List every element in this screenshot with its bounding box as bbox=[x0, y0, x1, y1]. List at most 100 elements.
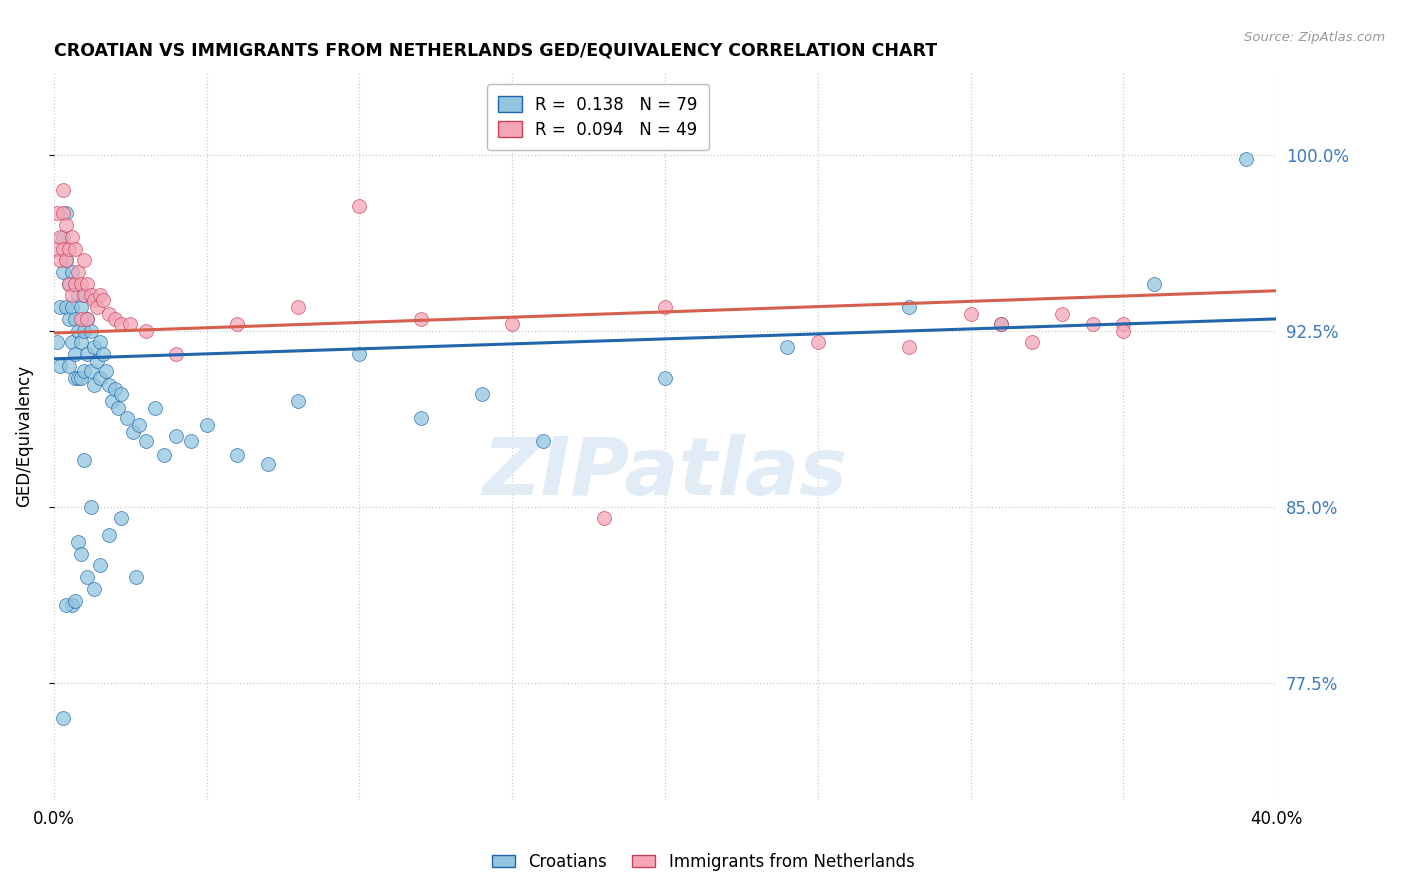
Point bbox=[65, 277, 87, 291]
Point bbox=[592, 511, 614, 525]
Point bbox=[134, 324, 156, 338]
Point bbox=[52, 229, 75, 244]
Point bbox=[79, 324, 101, 338]
Point bbox=[349, 347, 371, 361]
Text: CROATIAN VS IMMIGRANTS FROM NETHERLANDS GED/EQUIVALENCY CORRELATION CHART: CROATIAN VS IMMIGRANTS FROM NETHERLANDS … bbox=[53, 42, 936, 60]
Point bbox=[1081, 317, 1104, 331]
Point bbox=[58, 277, 80, 291]
Point bbox=[76, 277, 98, 291]
Point bbox=[101, 394, 124, 409]
Point bbox=[128, 417, 150, 432]
Point bbox=[471, 387, 494, 401]
Point bbox=[89, 335, 111, 350]
Point bbox=[45, 206, 67, 220]
Point bbox=[180, 434, 202, 448]
Point bbox=[990, 317, 1012, 331]
Legend: R =  0.138   N = 79, R =  0.094   N = 49: R = 0.138 N = 79, R = 0.094 N = 49 bbox=[486, 85, 709, 151]
Point bbox=[1050, 307, 1073, 321]
Point bbox=[79, 363, 101, 377]
Point bbox=[959, 307, 981, 321]
Point bbox=[76, 312, 98, 326]
Point bbox=[165, 429, 187, 443]
Point bbox=[97, 528, 120, 542]
Point bbox=[70, 335, 93, 350]
Point bbox=[654, 370, 676, 384]
Point bbox=[76, 312, 98, 326]
Point bbox=[65, 312, 87, 326]
Point bbox=[1112, 324, 1135, 338]
Point bbox=[67, 288, 90, 302]
Point bbox=[65, 370, 87, 384]
Point bbox=[287, 394, 309, 409]
Point bbox=[107, 401, 129, 416]
Point bbox=[898, 300, 921, 314]
Point bbox=[165, 347, 187, 361]
Point bbox=[55, 253, 77, 268]
Point bbox=[1021, 335, 1043, 350]
Point bbox=[60, 229, 83, 244]
Point bbox=[226, 317, 249, 331]
Point bbox=[1112, 317, 1135, 331]
Point bbox=[79, 500, 101, 514]
Point bbox=[60, 300, 83, 314]
Point bbox=[501, 317, 523, 331]
Point bbox=[70, 370, 93, 384]
Point bbox=[195, 417, 218, 432]
Legend: Croatians, Immigrants from Netherlands: Croatians, Immigrants from Netherlands bbox=[484, 845, 922, 880]
Point bbox=[125, 570, 148, 584]
Point bbox=[60, 288, 83, 302]
Point bbox=[52, 711, 75, 725]
Point bbox=[89, 370, 111, 384]
Point bbox=[83, 377, 105, 392]
Point bbox=[409, 312, 432, 326]
Point bbox=[256, 458, 278, 472]
Point bbox=[349, 199, 371, 213]
Point bbox=[67, 265, 90, 279]
Point bbox=[58, 242, 80, 256]
Point bbox=[94, 363, 117, 377]
Point bbox=[287, 300, 309, 314]
Point bbox=[654, 300, 676, 314]
Point bbox=[89, 288, 111, 302]
Point bbox=[91, 293, 114, 307]
Point bbox=[226, 448, 249, 462]
Point bbox=[52, 183, 75, 197]
Point bbox=[49, 253, 72, 268]
Point bbox=[73, 324, 96, 338]
Point bbox=[110, 511, 132, 525]
Point bbox=[55, 253, 77, 268]
Point bbox=[49, 359, 72, 373]
Point bbox=[52, 206, 75, 220]
Text: Source: ZipAtlas.com: Source: ZipAtlas.com bbox=[1244, 31, 1385, 45]
Point bbox=[67, 535, 90, 549]
Point bbox=[52, 242, 75, 256]
Text: ZIPatlas: ZIPatlas bbox=[482, 434, 848, 512]
Point bbox=[153, 448, 176, 462]
Point bbox=[73, 363, 96, 377]
Point bbox=[73, 288, 96, 302]
Point bbox=[83, 582, 105, 596]
Point bbox=[104, 312, 127, 326]
Point bbox=[122, 425, 145, 439]
Point bbox=[91, 347, 114, 361]
Point bbox=[531, 434, 554, 448]
Point bbox=[76, 570, 98, 584]
Point bbox=[97, 307, 120, 321]
Point bbox=[83, 293, 105, 307]
Point bbox=[110, 387, 132, 401]
Point bbox=[65, 242, 87, 256]
Point bbox=[70, 300, 93, 314]
Point bbox=[70, 312, 93, 326]
Point bbox=[52, 265, 75, 279]
Point bbox=[65, 277, 87, 291]
Point bbox=[58, 359, 80, 373]
Point bbox=[1234, 153, 1257, 167]
Point bbox=[807, 335, 830, 350]
Point bbox=[45, 242, 67, 256]
Point bbox=[115, 410, 138, 425]
Point bbox=[60, 599, 83, 613]
Point bbox=[776, 340, 799, 354]
Point bbox=[67, 324, 90, 338]
Point bbox=[89, 558, 111, 573]
Point bbox=[86, 300, 108, 314]
